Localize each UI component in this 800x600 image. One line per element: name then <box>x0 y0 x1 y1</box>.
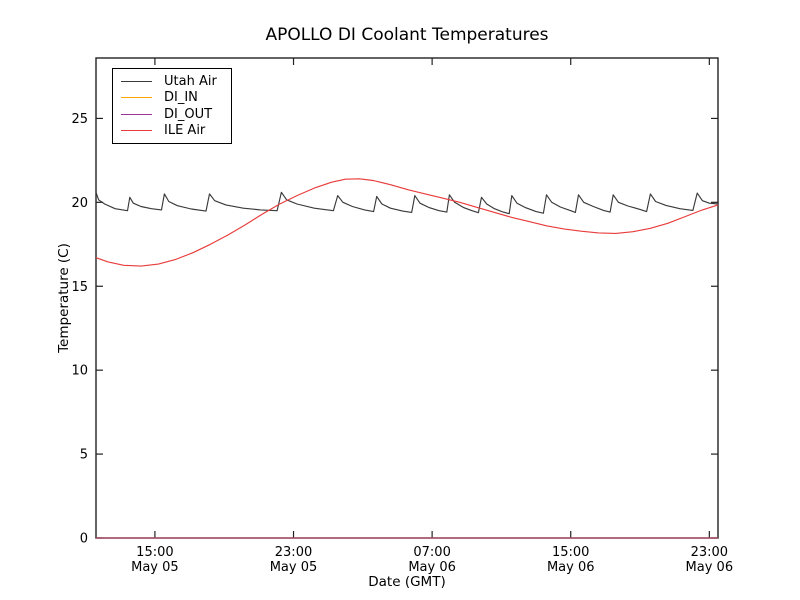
x-axis-label: Date (GMT) <box>368 574 446 590</box>
x-tick-label-time: 23:00 <box>691 545 728 560</box>
legend-item-di-out: DI_OUT <box>113 106 231 123</box>
legend-label-di-in: DI_IN <box>164 90 198 106</box>
legend-item-di-in: DI_IN <box>113 90 231 107</box>
legend-line-sample-ile-air <box>121 130 152 132</box>
x-tick-label-time: 15:00 <box>552 545 589 560</box>
y-tick-label: 0 <box>80 532 88 547</box>
legend-label-di-out: DI_OUT <box>164 106 213 122</box>
legend-line-sample-utah-air <box>121 80 152 82</box>
y-tick-label: 15 <box>71 280 88 295</box>
legend-label-ile-air: ILE Air <box>164 123 206 139</box>
y-axis-label: Temperature (C) <box>56 243 72 353</box>
chart-title: APOLLO DI Coolant Temperatures <box>265 25 549 45</box>
legend-label-utah-air: Utah Air <box>164 73 217 89</box>
x-tick-label-date: May 05 <box>131 560 179 575</box>
x-tick-label-time: 15:00 <box>136 545 173 560</box>
y-tick-label: 25 <box>71 112 88 127</box>
x-tick-label-date: May 06 <box>547 560 595 575</box>
legend: Utah Air DI_IN DI_OUT ILE Air <box>112 68 232 144</box>
y-tick-label: 5 <box>80 448 88 463</box>
x-tick-label-date: May 06 <box>408 560 456 575</box>
y-tick-label: 20 <box>71 196 88 211</box>
legend-line-sample-di-out <box>121 113 152 115</box>
series-ile-air-line <box>95 178 719 267</box>
legend-line-sample-di-in <box>121 97 152 99</box>
x-tick-label-date: May 05 <box>270 560 318 575</box>
x-tick-label-time: 23:00 <box>275 545 312 560</box>
legend-item-utah-air: Utah Air <box>113 73 231 90</box>
series-utah-air-line <box>95 191 719 215</box>
x-tick-label-date: May 06 <box>686 560 734 575</box>
y-tick-label: 10 <box>71 364 88 379</box>
x-tick-label-time: 07:00 <box>413 545 450 560</box>
legend-item-ile-air: ILE Air <box>113 123 231 140</box>
